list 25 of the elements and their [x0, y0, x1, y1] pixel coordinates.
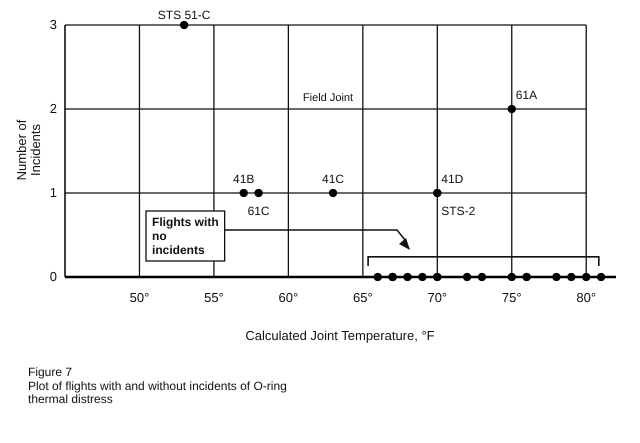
y-axis-title: Number of Incidents [14, 119, 43, 180]
x-tick-label: 75° [502, 290, 522, 306]
x-tick-label: 50° [130, 290, 150, 306]
annotation: Field Joint [302, 92, 354, 104]
annotation: 41B [233, 172, 254, 186]
text: Plot of flights with and without incidents of O-ring thermal distress [28, 379, 287, 406]
y-tick-label: 2 [50, 101, 57, 116]
annotation: 41D [441, 172, 464, 186]
annotation: 61A [516, 88, 538, 102]
annotation: 41C [322, 172, 344, 186]
x-tick-label: 55° [204, 290, 224, 306]
annotation: Flights with no incidents [152, 215, 219, 257]
x-axis-title: Calculated Joint Temperature, °F [245, 328, 435, 343]
caption: Figure 7 [28, 365, 72, 379]
annotation: STS-2 [441, 204, 476, 218]
annotation: STS 51-C [158, 8, 211, 22]
y-tick-label: 1 [50, 185, 57, 200]
x-tick-label: 65° [353, 290, 373, 306]
y-tick-label: 3 [50, 17, 57, 32]
x-tick-label: 70° [427, 290, 448, 306]
text-box: Flights with no incidents [145, 210, 226, 262]
y-tick-label: 0 [50, 269, 57, 284]
x-tick-label: 60° [278, 290, 298, 306]
x-tick-label: 80° [576, 290, 596, 306]
annotation: 61C [248, 204, 270, 218]
